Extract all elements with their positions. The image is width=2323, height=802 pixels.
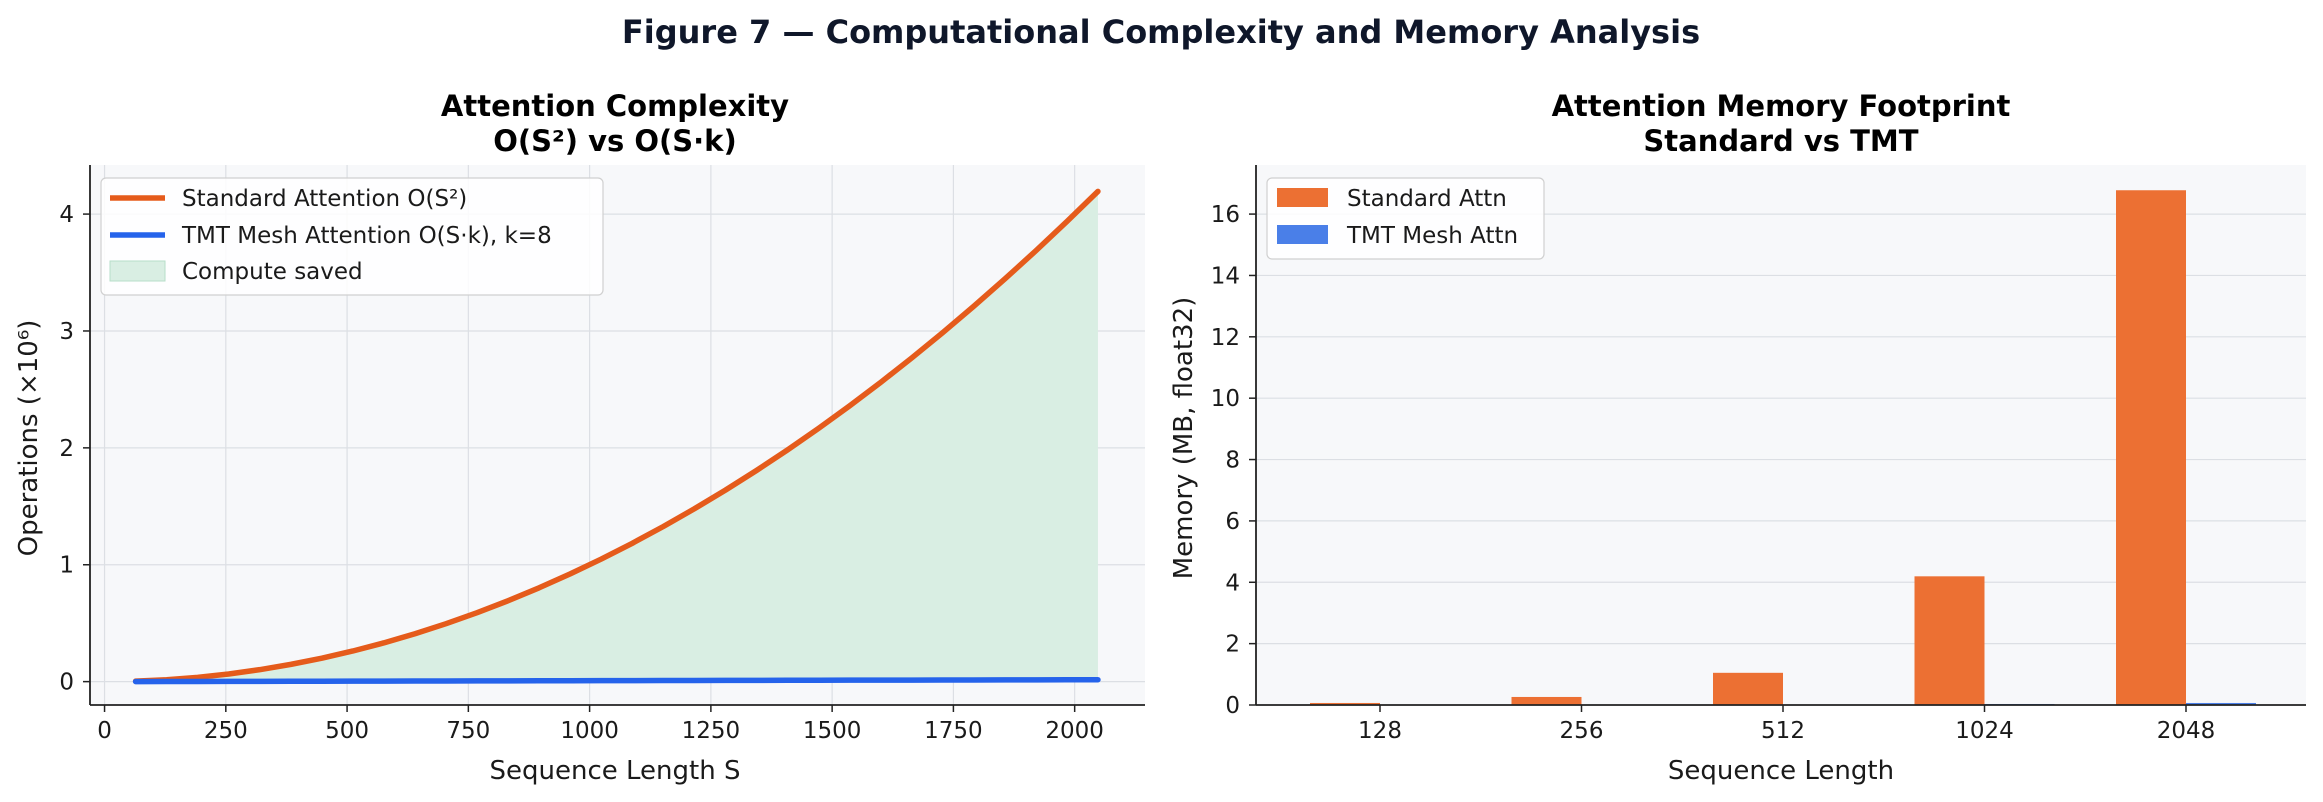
x-tick-label: 750 xyxy=(446,718,490,744)
complexity-y-axis-label: Operations (×10⁶) xyxy=(14,320,44,557)
x-tick-label: 128 xyxy=(1358,718,1402,744)
bar-standard-1024 xyxy=(1914,576,1985,705)
bar-standard-128 xyxy=(1310,702,1380,705)
y-tick-label: 0 xyxy=(59,670,74,696)
legend-label-standard: Standard Attention O(S²) xyxy=(182,186,467,212)
legend-swatch-standard xyxy=(1277,188,1328,207)
complexity-chart-title-line2: O(S²) vs O(S·k) xyxy=(493,124,736,158)
y-tick-label: 14 xyxy=(1211,263,1240,289)
series-line-standard-attention xyxy=(132,188,1101,684)
complexity-x-axis-label: Sequence Length S xyxy=(490,756,741,786)
bar-standard-512 xyxy=(1713,672,1783,705)
legend-label-standard: Standard Attn xyxy=(1347,186,1507,212)
bar-tmt-2048 xyxy=(2186,702,2256,705)
memory-legend: Standard Attn TMT Mesh Attn xyxy=(1266,177,1545,260)
y-tick-label: 0 xyxy=(1225,693,1240,719)
x-tick-label: 2048 xyxy=(2157,718,2216,744)
legend-label-tmt: TMT Mesh Attn xyxy=(1346,223,1518,249)
y-tick-label: 6 xyxy=(1225,509,1240,535)
y-tick-label: 16 xyxy=(1211,202,1240,228)
x-tick-label: 256 xyxy=(1560,718,1604,744)
legend-swatch-tmt xyxy=(1277,225,1328,244)
series-line-tmt-mesh-attention xyxy=(132,676,1101,685)
y-tick-label: 4 xyxy=(59,202,74,228)
x-tick-label: 1024 xyxy=(1955,718,2014,744)
x-tick-label: 500 xyxy=(325,718,369,744)
memory-y-axis-label: Memory (MB, float32) xyxy=(1169,297,1199,580)
y-tick-label: 2 xyxy=(1225,632,1240,658)
memory-chart-title-line1: Attention Memory Footprint xyxy=(1552,89,2011,123)
x-tick-label: 512 xyxy=(1761,718,1805,744)
compute-saved-area xyxy=(135,191,1098,682)
x-tick-label: 2000 xyxy=(1045,718,1104,744)
memory-chart: Attention Memory Footprint Standard vs T… xyxy=(1169,89,2306,786)
legend-box xyxy=(100,177,604,296)
complexity-chart: Attention Complexity O(S²) vs O(S·k) Seq… xyxy=(14,89,1145,786)
memory-chart-title-line2: Standard vs TMT xyxy=(1643,124,1918,158)
y-tick-label: 4 xyxy=(1225,570,1240,596)
memory-x-axis-label: Sequence Length xyxy=(1668,756,1894,786)
y-tick-label: 3 xyxy=(59,319,74,345)
complexity-legend: Standard Attention O(S²) TMT Mesh Attenti… xyxy=(100,177,604,296)
x-tick-label: 1000 xyxy=(560,718,619,744)
x-tick-label: 0 xyxy=(97,718,112,744)
legend-label-saved: Compute saved xyxy=(182,259,363,285)
figure-title: Figure 7 — Computational Complexity and … xyxy=(622,13,1700,51)
y-tick-label: 10 xyxy=(1211,386,1240,412)
legend-label-tmt: TMT Mesh Attention O(S·k), k=8 xyxy=(181,223,552,249)
y-tick-label: 1 xyxy=(59,553,74,579)
legend-box xyxy=(1266,177,1545,260)
bar-standard-2048 xyxy=(2116,190,2186,706)
bar-standard-256 xyxy=(1511,696,1582,705)
x-tick-label: 250 xyxy=(204,718,248,744)
y-tick-label: 2 xyxy=(59,436,74,462)
y-tick-label: 8 xyxy=(1225,448,1240,474)
legend-swatch-saved xyxy=(109,260,166,282)
x-tick-label: 1750 xyxy=(924,718,983,744)
complexity-chart-title-line1: Attention Complexity xyxy=(441,89,789,123)
y-tick-label: 12 xyxy=(1211,325,1240,351)
x-tick-label: 1250 xyxy=(682,718,741,744)
x-tick-label: 1500 xyxy=(803,718,862,744)
